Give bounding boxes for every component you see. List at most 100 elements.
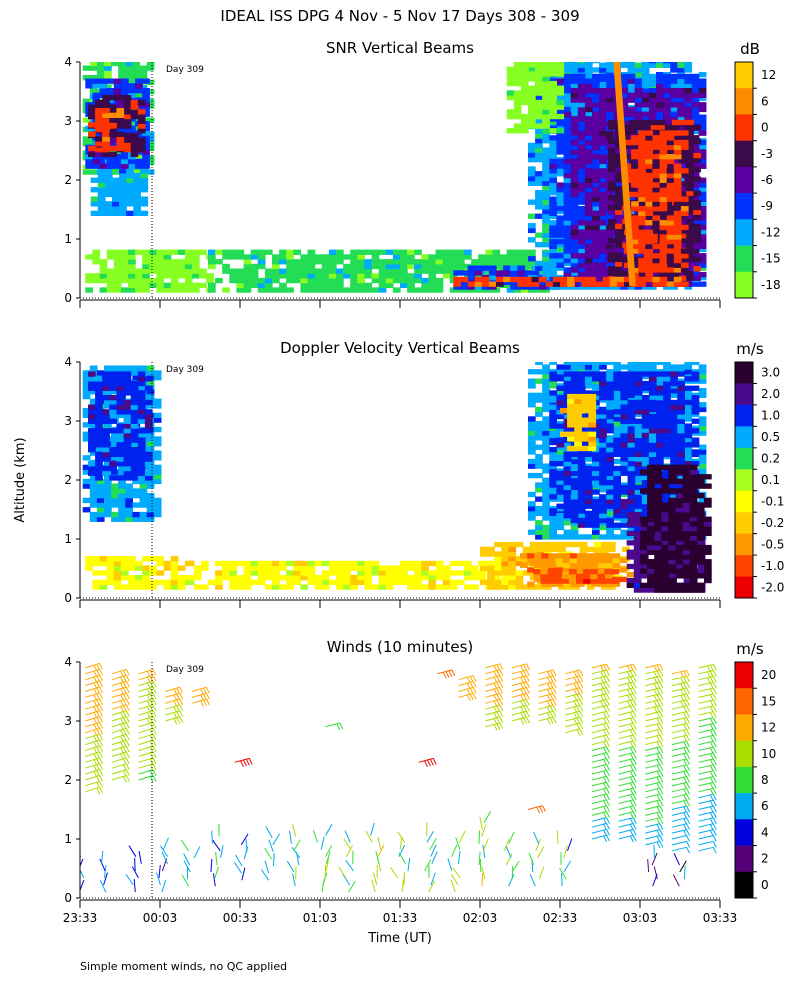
snr-cell (250, 268, 259, 274)
doppler-cell (193, 575, 202, 581)
snr-cell (95, 151, 103, 158)
doppler-cell (163, 560, 172, 567)
snr-cell (584, 253, 593, 259)
snr-cell (584, 267, 593, 273)
snr-cell (128, 249, 136, 255)
snr-cell (673, 201, 682, 207)
doppler-cell (120, 575, 129, 581)
doppler-cell (89, 511, 98, 518)
snr-cell (563, 234, 572, 240)
snr-cell (142, 249, 150, 255)
snr-cell (622, 256, 630, 263)
snr-cell (677, 62, 686, 68)
snr-cell (510, 276, 518, 283)
snr-cell (556, 85, 565, 91)
snr-cell (442, 249, 451, 255)
snr-cell (584, 234, 593, 240)
snr-cell (392, 254, 401, 260)
doppler-cell (102, 437, 110, 443)
snr-cell (624, 168, 632, 174)
doppler-cell (139, 483, 148, 489)
snr-cell (104, 84, 112, 90)
snr-cell (192, 268, 200, 274)
colorbar-swatch (735, 219, 753, 246)
doppler-cell (215, 579, 223, 586)
snr-cell (686, 195, 694, 201)
snr-cell (608, 256, 616, 263)
snr-cell (698, 253, 707, 259)
snr-cell (620, 88, 629, 94)
doppler-cell (106, 579, 115, 586)
snr-cell (581, 276, 590, 283)
snr-cell (156, 277, 165, 284)
snr-cell (535, 180, 543, 186)
doppler-cell (321, 584, 330, 590)
doppler-cell (111, 412, 119, 419)
snr-cell (116, 141, 125, 147)
snr-cell (478, 254, 486, 260)
snr-cell (577, 154, 586, 160)
snr-cell (638, 248, 646, 254)
snr-cell (570, 106, 579, 113)
snr-cell (535, 66, 543, 73)
snr-cell (199, 268, 207, 274)
snr-cell (428, 263, 437, 270)
snr-cell (428, 254, 437, 260)
snr-cell (638, 191, 646, 198)
snr-cell (556, 262, 565, 268)
doppler-cell (400, 560, 408, 567)
snr-cell (677, 73, 686, 80)
doppler-cell (435, 570, 444, 576)
snr-cell (236, 254, 245, 260)
snr-cell (116, 117, 125, 123)
snr-cell (698, 130, 707, 136)
doppler-cell (156, 579, 165, 586)
snr-cell (170, 249, 179, 255)
colorbar-swatch (735, 140, 753, 168)
snr-cell (542, 175, 550, 182)
snr-cell (680, 262, 689, 268)
snr-cell (638, 239, 646, 245)
doppler-cell (144, 385, 153, 391)
snr-cell (584, 182, 593, 188)
doppler-cell (92, 579, 101, 586)
snr-cell (624, 154, 632, 160)
snr-cell (570, 172, 579, 179)
snr-cell (563, 196, 572, 202)
snr-cell (506, 128, 515, 134)
snr-cell (549, 260, 558, 267)
snr-cell (132, 62, 141, 67)
snr-cell (666, 135, 675, 141)
snr-cell (666, 154, 675, 160)
snr-cell (97, 182, 106, 188)
snr-cell (350, 287, 358, 293)
snr-cell (97, 172, 106, 179)
snr-cell (542, 194, 550, 201)
snr-cell (535, 199, 543, 205)
snr-cell (146, 169, 155, 175)
doppler-cell (149, 556, 158, 562)
snr-cell (314, 254, 323, 260)
snr-cell (652, 276, 661, 283)
snr-cell (524, 281, 533, 287)
snr-cell (563, 163, 572, 169)
snr-cell (652, 135, 661, 141)
snr-cell (116, 95, 125, 101)
doppler-cell (132, 375, 141, 381)
snr-cell (170, 273, 179, 279)
doppler-cell (82, 469, 91, 475)
snr-cell (563, 106, 572, 113)
snr-cell (449, 263, 458, 270)
snr-cell (95, 117, 103, 123)
snr-cell (549, 62, 558, 68)
snr-cell (142, 254, 150, 260)
doppler-cell (104, 511, 112, 518)
snr-cell (88, 122, 96, 128)
snr-cell (336, 249, 344, 255)
snr-cell (531, 270, 540, 276)
snr-cell (599, 111, 607, 117)
doppler-cell (130, 470, 139, 476)
snr-cell (592, 158, 600, 165)
snr-cell (120, 83, 129, 89)
doppler-cell (371, 584, 380, 590)
